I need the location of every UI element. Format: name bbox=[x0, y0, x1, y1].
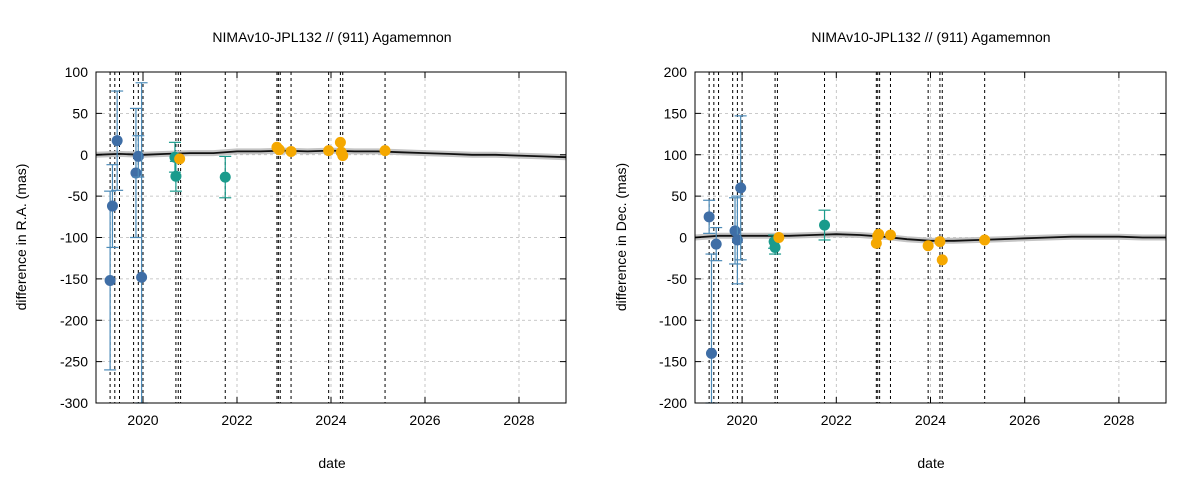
dec-x-tick-label: 2028 bbox=[1103, 412, 1134, 428]
dec-point-orange bbox=[873, 228, 885, 240]
dec-model-curve bbox=[694, 233, 1166, 242]
ra-point-orange bbox=[323, 145, 335, 157]
ra-y-tick-label: 50 bbox=[72, 105, 88, 121]
dec-y-tick-label: -150 bbox=[659, 354, 687, 370]
ra-y-tick-label: -150 bbox=[60, 271, 88, 287]
ra-point-orange bbox=[337, 150, 349, 162]
dec-y-tick-label: -50 bbox=[667, 271, 687, 287]
ra-point-teal bbox=[219, 171, 231, 183]
ra-x-tick-label: 2020 bbox=[127, 412, 158, 428]
ra-y-tick-label: -200 bbox=[60, 312, 88, 328]
ra-x-tick-label: 2028 bbox=[503, 412, 534, 428]
ra-point-orange bbox=[174, 153, 186, 165]
dec-chart-title: NIMAv10-JPL132 // (911) Agamemnon bbox=[811, 29, 1050, 45]
dec-x-axis-label: date bbox=[917, 455, 944, 471]
dec-point-teal bbox=[769, 241, 781, 253]
ra-point-blue bbox=[136, 271, 148, 283]
ra-point-orange bbox=[379, 145, 391, 157]
ra-y-tick-label: -50 bbox=[68, 188, 88, 204]
dec-point-orange bbox=[934, 236, 946, 248]
dec-x-tick-label: 2026 bbox=[1009, 412, 1040, 428]
dec-y-tick-label: 0 bbox=[679, 230, 687, 246]
dec-x-tick-label: 2024 bbox=[915, 412, 946, 428]
dec-point-blue bbox=[703, 211, 715, 223]
dec-point-orange bbox=[936, 254, 948, 266]
ra-point-orange bbox=[334, 136, 346, 148]
dec-point-orange bbox=[979, 234, 991, 246]
ra-panel: NIMAv10-JPL132 // (911) Agamemnon date d… bbox=[13, 29, 567, 471]
ra-y-tick-label: -300 bbox=[60, 395, 88, 411]
dec-y-tick-label: -100 bbox=[659, 312, 687, 328]
dec-y-tick-label: 50 bbox=[671, 188, 687, 204]
ra-x-axis-label: date bbox=[318, 455, 345, 471]
ra-point-blue bbox=[106, 200, 118, 212]
ra-y-tick-label: 0 bbox=[80, 147, 88, 163]
dec-x-tick-label: 2022 bbox=[821, 412, 852, 428]
dec-x-tick-label: 2020 bbox=[727, 412, 758, 428]
dec-y-tick-label: 150 bbox=[664, 105, 688, 121]
dec-point-orange bbox=[922, 240, 934, 252]
ra-y-axis-label: difference in R.A. (mas) bbox=[13, 164, 29, 311]
ra-point-orange bbox=[273, 144, 285, 156]
dec-point-blue bbox=[710, 238, 722, 250]
dec-y-axis-label: difference in Dec. (mas) bbox=[613, 163, 629, 311]
dec-point-teal bbox=[819, 219, 831, 231]
ra-y-tick-label: -250 bbox=[60, 354, 88, 370]
ra-x-tick-label: 2022 bbox=[221, 412, 252, 428]
ra-x-tick-label: 2024 bbox=[315, 412, 346, 428]
ra-point-teal bbox=[170, 170, 182, 182]
ra-point-blue bbox=[104, 275, 116, 287]
ra-point-blue bbox=[111, 135, 123, 147]
dec-y-tick-label: 200 bbox=[664, 64, 688, 80]
ra-y-tick-label: -100 bbox=[60, 230, 88, 246]
ra-chart-title: NIMAv10-JPL132 // (911) Agamemnon bbox=[212, 29, 451, 45]
dec-point-orange bbox=[884, 229, 896, 241]
dec-point-blue bbox=[735, 182, 747, 194]
dec-point-blue bbox=[705, 347, 717, 359]
ra-y-tick-label: 100 bbox=[65, 64, 89, 80]
dec-y-tick-label: -200 bbox=[659, 395, 687, 411]
dec-point-orange bbox=[773, 232, 785, 243]
dec-y-tick-label: 100 bbox=[664, 147, 688, 163]
dec-panel: NIMAv10-JPL132 // (911) Agamemnon date d… bbox=[613, 29, 1167, 471]
ra-point-orange bbox=[285, 145, 297, 157]
ra-x-tick-label: 2026 bbox=[409, 412, 440, 428]
